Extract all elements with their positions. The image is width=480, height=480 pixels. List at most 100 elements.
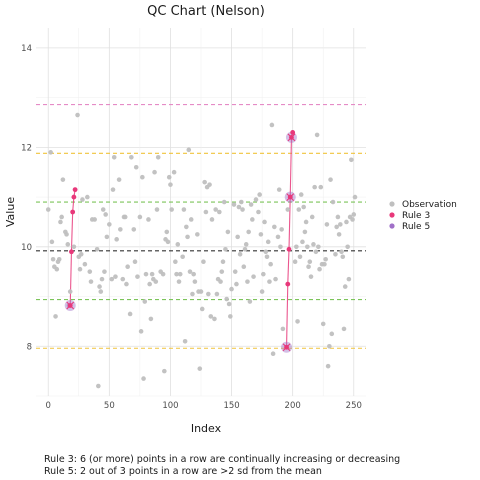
axis-ticks: 8 10 12 14 0 50 100 150 200 250 [21,44,362,411]
observation-point [323,256,328,262]
observation-point [127,311,133,317]
observation-point [247,299,253,304]
observation-point [201,259,206,265]
rule-3-segment [286,284,289,348]
observation-point [257,192,262,197]
observation-point [231,202,237,207]
observation-point [300,239,305,245]
observation-point [261,271,266,277]
observation-point [292,259,298,265]
observation-point [242,246,248,252]
observation-point [185,234,190,240]
observation-point [85,194,90,200]
observation-point [253,197,259,202]
rule-3-point [69,249,74,255]
observation-point [149,271,155,277]
observation-point [67,289,73,294]
observation-point [131,227,137,232]
observation-point [135,274,140,279]
observation-point [188,217,194,222]
observation-point [96,383,101,389]
observation-point [173,259,178,265]
observation-point [269,122,275,128]
rule-3-caption: Rule 3: 6 (or more) points in a row are … [44,454,401,465]
observation-point [207,182,212,187]
observation-point [125,264,130,270]
observation-point [94,246,100,252]
observation-point [296,207,302,212]
observation-point [295,319,300,324]
observation-point [333,251,338,257]
observation-point [301,204,306,210]
observation-point [307,259,313,265]
observation-point [267,279,272,284]
observation-point [154,207,160,212]
observation-point [322,261,327,267]
x-tick-label: 250 [346,401,362,411]
observation-point [197,366,203,371]
observation-point [122,214,128,220]
observation-point [110,187,116,192]
observation-point [297,254,303,260]
legend-label: Rule 3 [402,211,430,221]
observation-point [285,207,291,212]
observation-point [88,279,94,284]
observation-point [153,279,159,284]
observation-point [97,284,102,289]
observation-point [224,296,229,302]
observation-point [147,281,152,287]
observation-point [223,246,228,252]
observation-point [306,264,311,270]
observation-point [248,202,254,207]
observation-point [232,269,238,274]
observation-point [203,209,209,215]
observation-point [100,207,106,212]
observation-point [58,219,63,225]
observation-point [186,147,192,153]
observation-point [78,251,84,257]
observation-point [349,157,354,163]
observation-point [64,232,69,237]
observation-point [250,217,255,222]
observation-point [320,321,326,327]
observation-point [237,251,243,257]
observation-point [219,269,225,274]
observation-point [198,289,204,294]
observation-point [270,351,276,357]
observation-point [303,219,309,225]
observation-point [313,249,319,255]
observation-point [264,254,270,260]
legend-swatch-rule-5 [389,223,395,229]
observation-point [305,244,310,250]
observation-point [294,244,299,250]
y-axis-title: Value [4,197,17,227]
observation-point [169,207,174,212]
observation-point [49,239,55,245]
rule-3-segment [69,251,72,306]
rule-3-segment [288,197,291,250]
y-tick-label: 8 [27,342,32,352]
observation-point [339,249,344,255]
observation-point [324,222,330,227]
observation-point [166,174,172,180]
rule-3-segment [70,211,74,252]
observation-point [152,169,157,175]
rule-3-point [71,194,77,200]
observation-point [279,227,284,232]
observation-point [109,276,115,282]
rule-3-segment [289,137,292,198]
observation-point [113,274,118,279]
observation-point [236,204,242,210]
observation-point [226,301,232,307]
observation-point [65,242,71,247]
observation-point [214,291,220,297]
observation-point [234,281,239,287]
flag-cross-marker [66,301,75,310]
observation-point [133,164,139,170]
legend-swatch-rule-3 [389,212,395,218]
observation-point [309,214,315,220]
observation-point [334,224,339,230]
reference-lines [36,104,366,349]
observation-point [140,174,145,180]
